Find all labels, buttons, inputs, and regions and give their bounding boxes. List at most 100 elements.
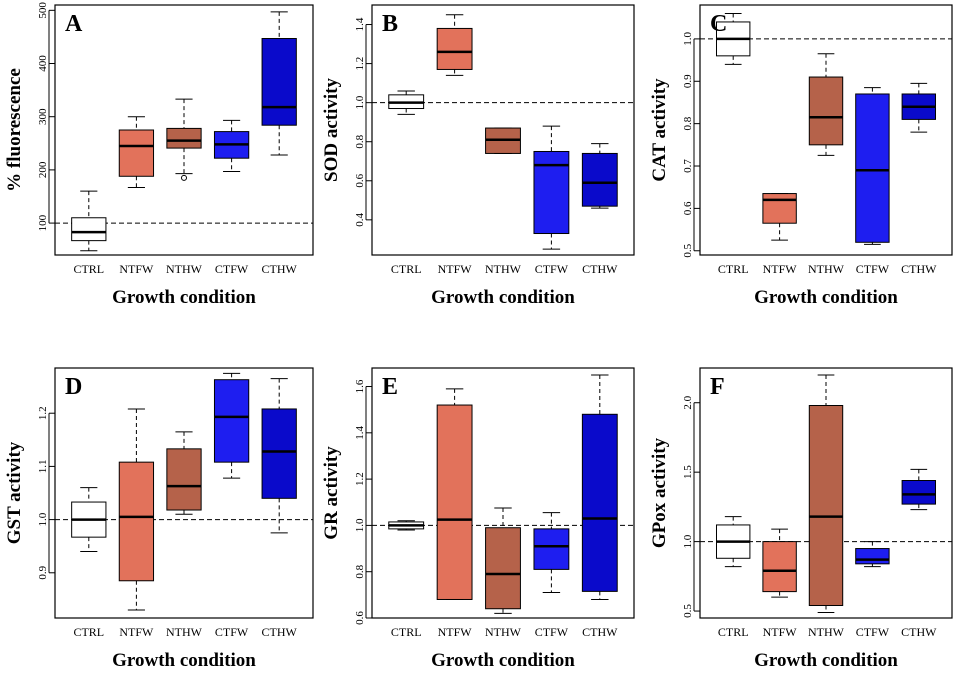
- panel-letter: C: [710, 11, 727, 37]
- iqr-box: [533, 150, 570, 235]
- y-tick-label: 0.9: [37, 565, 49, 579]
- x-category-label: CTFW: [535, 262, 569, 276]
- box-cthw: [901, 82, 937, 133]
- y-tick-label: 1.2: [354, 472, 366, 486]
- y-axis-title: SOD activity: [321, 78, 342, 182]
- y-axis-title: GPox activity: [649, 437, 670, 548]
- panel-letter: F: [710, 374, 725, 400]
- y-tick-label: 0.8: [354, 564, 366, 578]
- box-ctrl: [71, 190, 107, 252]
- x-axis-title: Growth condition: [754, 287, 898, 308]
- iqr-box: [855, 548, 890, 565]
- y-tick-label: 1.4: [354, 17, 366, 31]
- x-category-label: NTHW: [485, 262, 522, 276]
- y-tick-label: 1.0: [682, 32, 694, 46]
- x-category-label: CTHW: [582, 262, 618, 276]
- box-ntfw: [118, 408, 155, 611]
- x-category-label: CTFW: [856, 262, 890, 276]
- iqr-box: [166, 127, 202, 149]
- outlier-point: [181, 174, 187, 181]
- x-category-label: CTHW: [901, 262, 937, 276]
- y-axis-title: GST activity: [4, 441, 25, 544]
- box-cthw: [901, 468, 937, 511]
- x-category-label: NTFW: [763, 625, 798, 639]
- x-axis-title: Growth condition: [112, 287, 256, 308]
- y-tick-label: 1.5: [682, 465, 694, 479]
- y-tick-label: 1.2: [354, 57, 366, 71]
- x-category-label: NTFW: [763, 262, 798, 276]
- panel-letter: E: [382, 374, 398, 400]
- box-ctrl: [715, 12, 751, 65]
- y-tick-label: 1.0: [37, 512, 49, 526]
- x-category-label: CTFW: [535, 625, 569, 639]
- box-nthw: [808, 374, 844, 613]
- iqr-box: [436, 404, 473, 600]
- panel-letter: D: [65, 374, 82, 400]
- y-tick-label: 400: [37, 55, 49, 72]
- x-category-label: CTRL: [73, 625, 104, 639]
- x-axis-title: Growth condition: [431, 287, 575, 308]
- x-category-label: CTRL: [718, 262, 749, 276]
- y-tick-label: 1.0: [354, 95, 366, 109]
- y-tick-label: 1.0: [682, 534, 694, 548]
- y-tick-label: 0.8: [354, 134, 366, 148]
- box-ntfw: [762, 193, 797, 241]
- plot-frame: [54, 4, 314, 256]
- x-category-label: CTHW: [901, 625, 937, 639]
- y-tick-label: 1.1: [37, 460, 49, 474]
- y-tick-label: 1.6: [354, 379, 366, 393]
- y-tick-label: 100: [37, 214, 49, 231]
- box-cthw: [581, 143, 618, 209]
- y-tick-label: 300: [37, 108, 49, 125]
- x-category-label: CTFW: [856, 625, 890, 639]
- box-ctfw: [855, 541, 890, 568]
- x-category-label: NTHW: [166, 262, 203, 276]
- x-category-label: NTHW: [808, 262, 845, 276]
- x-axis-title: Growth condition: [112, 650, 256, 671]
- x-category-label: NTFW: [438, 262, 473, 276]
- box-ctrl: [388, 520, 425, 531]
- y-tick-label: 0.6: [682, 201, 694, 215]
- box-ctfw: [855, 87, 890, 245]
- box-ctfw: [533, 125, 570, 250]
- iqr-box: [166, 448, 202, 511]
- iqr-box: [855, 93, 890, 243]
- y-tick-label: 500: [37, 2, 49, 19]
- panel-c: 0.5 0.6 0.7 0.8 0.9 1.0 CTRL NTFW NTHW CTFW CTHWGr…: [649, 4, 953, 308]
- x-category-label: NTFW: [438, 625, 473, 639]
- box-cthw: [261, 11, 297, 156]
- x-category-label: CTHW: [262, 625, 298, 639]
- x-axis-title: Growth condition: [754, 650, 898, 671]
- plot-frame: [699, 4, 953, 256]
- iqr-box: [762, 541, 797, 593]
- x-category-label: NTFW: [119, 262, 154, 276]
- y-axis-title: GR activity: [321, 446, 342, 540]
- y-tick-label: 0.9: [682, 74, 694, 88]
- iqr-box: [261, 38, 297, 126]
- x-category-label: NTHW: [485, 625, 522, 639]
- x-category-label: CTRL: [391, 625, 422, 639]
- panel-letter: B: [382, 11, 398, 37]
- y-tick-label: 0.5: [682, 604, 694, 618]
- panel-letter: A: [65, 11, 83, 37]
- iqr-box: [118, 461, 155, 582]
- y-tick-label: 1.4: [354, 425, 366, 439]
- x-category-label: CTFW: [215, 625, 249, 639]
- box-cthw: [261, 378, 297, 534]
- box-ctfw: [213, 119, 250, 172]
- box-nthw: [485, 507, 521, 614]
- iqr-box: [808, 76, 844, 146]
- y-tick-label: 2.0: [682, 395, 694, 409]
- iqr-box: [901, 480, 937, 505]
- y-tick-label: 0.8: [682, 116, 694, 130]
- plot-frame: [699, 367, 953, 619]
- box-nthw: [485, 127, 521, 154]
- panel-e: 0.6 0.8 1.0 1.2 1.4 1.6 CTRL NTFW NTHW CTFW CTHW Gr…: [321, 367, 635, 671]
- panel-a: 100 200 300 400 500 CTRL NTFW NTHW CTFW CTHW Growt…: [4, 2, 314, 308]
- iqr-box: [261, 408, 297, 499]
- box-nthw: [166, 431, 202, 515]
- y-tick-label: 200: [37, 161, 49, 178]
- plot-frame: [54, 367, 314, 619]
